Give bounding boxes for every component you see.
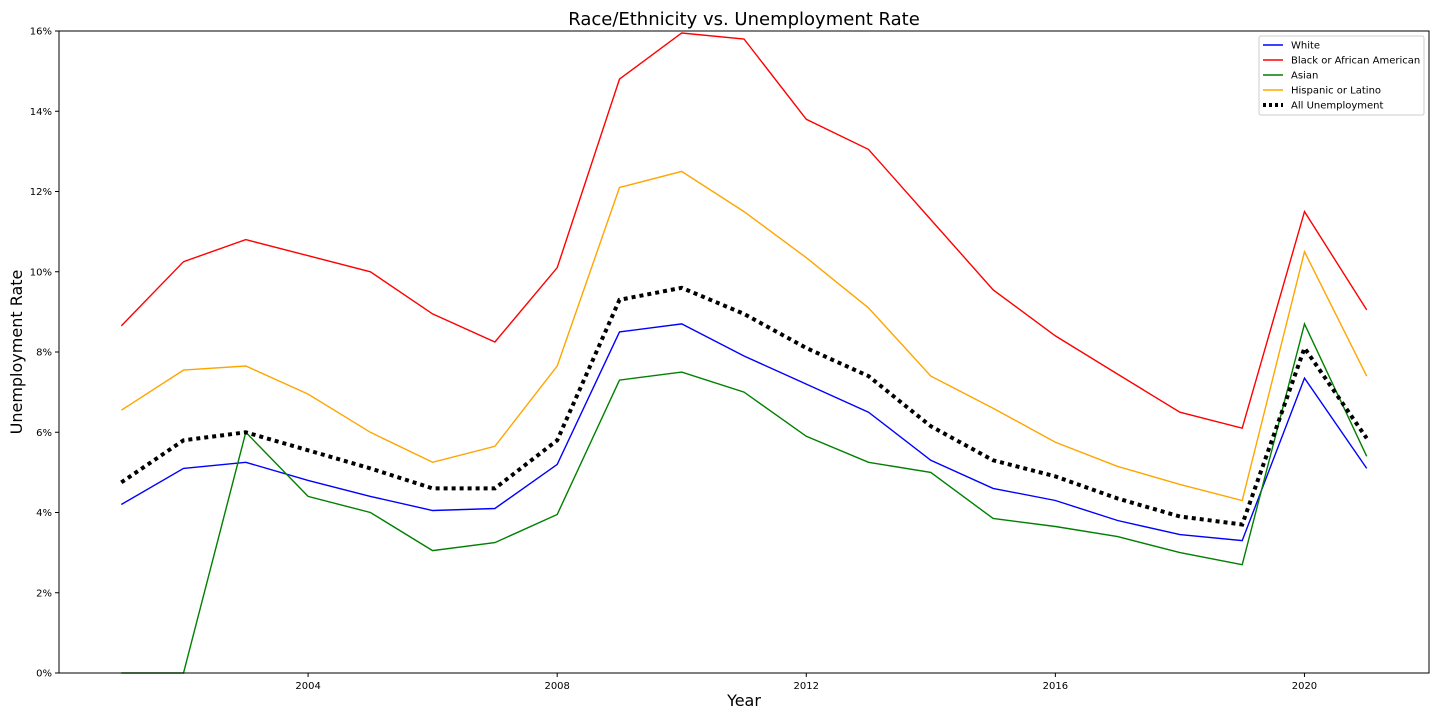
series-line-asian xyxy=(121,321,1368,674)
y-tick-label: 4% xyxy=(36,508,52,519)
y-tick-label: 10% xyxy=(30,267,52,278)
legend-label-black-or-african-american: Black or African American xyxy=(1291,56,1420,67)
plot-frame xyxy=(58,30,1430,674)
y-tick-label: 14% xyxy=(30,107,52,118)
legend-box xyxy=(1258,35,1425,116)
axis-ticks: 2004 2008 2012 2016 2020 0% 2% 4% 6% 8% 10% 12% 14% 1… xyxy=(30,27,1317,693)
series-line-white xyxy=(120,323,1368,542)
y-axis-label: Unemployment Rate xyxy=(7,270,26,435)
y-tick-label: 0% xyxy=(36,669,52,680)
x-tick-label: 2008 xyxy=(544,681,569,692)
x-tick-label: 2016 xyxy=(1043,681,1068,692)
legend-label-all-unemployment: All Unemployment xyxy=(1291,101,1384,112)
legend-label-asian: Asian xyxy=(1291,71,1318,82)
series-line-all-unemployment xyxy=(120,285,1369,527)
legend-label-white: White xyxy=(1291,41,1320,52)
y-tick-label: 16% xyxy=(30,27,52,38)
x-tick-label: 2020 xyxy=(1292,681,1317,692)
y-tick-label: 12% xyxy=(30,187,52,198)
y-tick-label: 2% xyxy=(36,588,52,599)
y-tick-label: 8% xyxy=(36,348,52,359)
x-tick-label: 2004 xyxy=(295,681,320,692)
x-axis-label: Year xyxy=(726,691,761,710)
series-line-black-or-african-american xyxy=(120,32,1368,430)
legend-label-hispanic-or-latino: Hispanic or Latino xyxy=(1291,86,1381,97)
x-tick-label: 2012 xyxy=(794,681,819,692)
series-line-hispanic-or-latino xyxy=(120,170,1368,502)
chart-title: Race/Ethnicity vs. Unemployment Rate xyxy=(568,9,920,30)
legend: White Black or African American Asian Hispa… xyxy=(1258,35,1425,116)
y-tick-label: 6% xyxy=(36,428,52,439)
plot-lines xyxy=(120,32,1369,674)
